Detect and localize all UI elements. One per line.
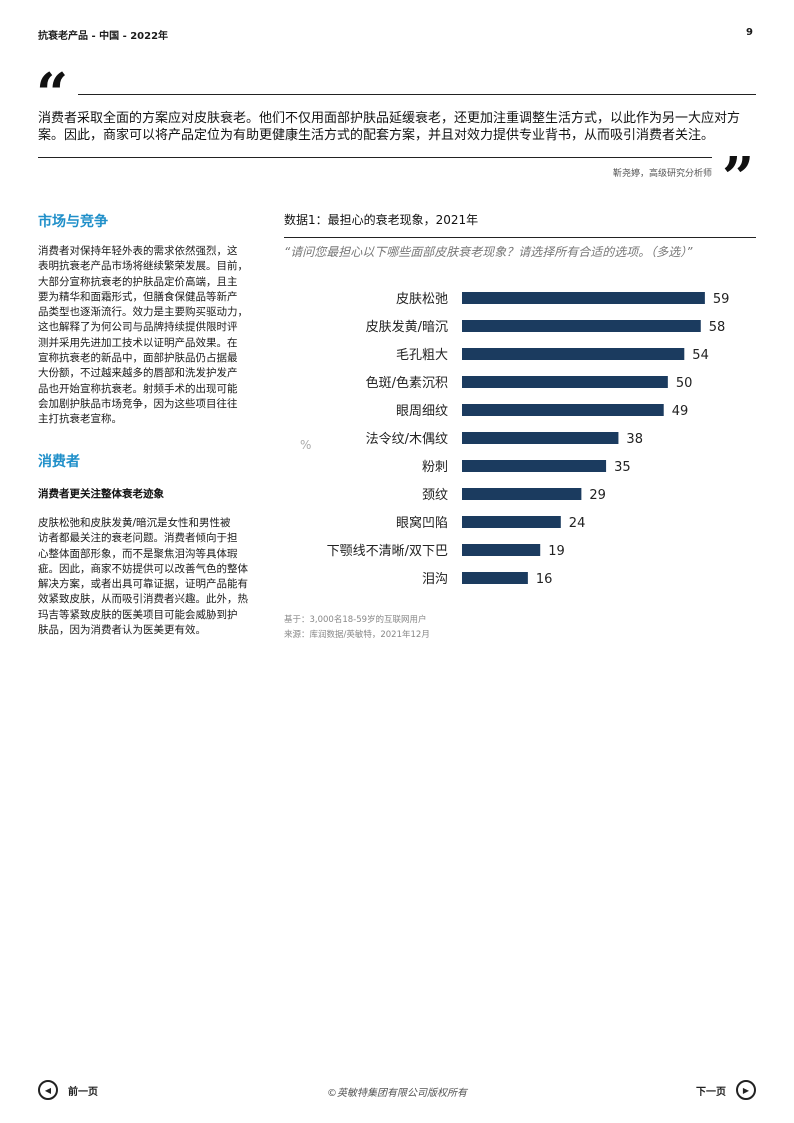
triangle-left-icon[interactable]: ◀ [38,1080,58,1100]
value-label: 54 [692,348,709,363]
value-label: 38 [626,432,643,447]
bar-chart: 皮肤松弛 59 皮肤发黄/暗沉 58 毛孔粗大 54 色斑/色素沉积 50 眼周细纹 49 法令纹/… [327,292,730,587]
body-line: 解决方案，或者出具可靠证据，证明产品能有 [38,578,248,591]
bar [462,516,561,528]
body-line: 测并采用先进加工技术以证明产品效果。在 [38,336,238,349]
value-label: 50 [676,376,693,391]
prev-page-link[interactable]: ◀ 前一页 [38,1080,98,1100]
category-label: 泪沟 [422,572,448,587]
bar [462,432,619,444]
bar [462,292,705,304]
pull-quote-line: 消费者采取全面的方案应对皮肤衰老。他们不仅用面部护肤品延缓衰老，还更加注重调整生… [38,111,741,126]
body-line: 消费者对保持年轻外表的需求依然强烈，这 [38,245,238,257]
next-page-link[interactable]: 下一页 ▶ [696,1080,756,1100]
subsection-title: 消费者更关注整体衰老迹象 [38,488,164,500]
pull-quote: 消费者采取全面的方案应对皮肤衰老。他们不仅用面部护肤品延缓衰老，还更加注重调整生… [38,110,758,144]
body-line: 会加剧护肤品市场竞争，因为这些项目往往 [38,397,238,410]
value-label: 59 [713,292,730,307]
category-label: 粉刺 [422,460,448,475]
body-line: 效紧致皮肤，从而吸引消费者兴趣。此外，热 [38,593,248,606]
bar [462,572,528,584]
page-number: 9 [746,27,753,38]
body-line: 宣称抗衰老的新品中，面部护肤品仍占据最 [38,352,238,365]
pull-quote-line: 案。因此，商家可以将产品定位为有助更健康生活方式的配套方案，并且对效力提供专业背… [38,128,715,143]
quote-author: 靳尧婷，高级研究分析师 [612,169,712,179]
close-quote-icon: ” [722,145,755,211]
body-line: 主打抗衰老宣称。 [38,413,122,426]
value-label: 19 [548,544,565,559]
bar [462,460,607,472]
prev-page-label[interactable]: 前一页 [68,1086,98,1098]
body-line: 皮肤松弛和皮肤发黄/暗沉是女性和男性被 [38,517,231,529]
open-quote-icon: “ [36,61,69,127]
quote-top-rule [78,94,756,95]
body-line: 要为精华和面霜形式，但膳食保健品等新产 [38,290,238,303]
category-label: 眼周细纹 [396,404,448,419]
value-label: 29 [589,488,606,503]
chart-unit: % [300,438,312,452]
section-title-consumer: 消费者 [38,454,80,470]
category-label: 皮肤松弛 [396,292,448,307]
category-label: 毛孔粗大 [396,348,448,363]
body-line: 心整体面部形象，而不是聚焦泪沟等具体瑕 [38,547,238,560]
category-label: 颈纹 [422,488,448,503]
market-body-text: 消费者对保持年轻外表的需求依然强烈，这 表明抗衰老产品市场将继续繁荣发展。目前， 大… [38,244,270,428]
chart-base-note: 基于：3,000名18-59岁的互联网用户 [284,615,427,625]
next-page-label[interactable]: 下一页 [696,1086,726,1098]
chart-source-note: 来源：库润数据/英敏特，2021年12月 [284,630,430,640]
category-label: 下颚线不清晰/双下巴 [327,544,448,559]
copyright: ©英敏特集团有限公司版权所有 [327,1088,467,1099]
body-line: 疵。因此，商家不妨提供可以改善气色的整体 [38,562,248,575]
chart-title: 数据1：最担心的衰老现象，2021年 [284,213,479,227]
category-label: 眼窝凹陷 [396,515,448,531]
body-line: 品也开始宣称抗衰老。射频手术的出现可能 [38,382,238,395]
value-label: 24 [569,516,586,531]
bar [462,320,701,332]
category-label: 皮肤发黄/暗沉 [366,319,448,335]
body-line: 品类型也逐渐流行。效力是主要购买驱动力， [38,306,248,319]
body-line: 大份额，不过越来越多的唇部和洗发护发产 [38,367,238,380]
bar [462,376,668,388]
bar [462,404,664,416]
value-label: 16 [536,572,553,587]
value-label: 35 [614,460,631,475]
body-line: 访者都最关注的衰老问题。消费者倾向于担 [38,532,238,545]
body-line: 这也解释了为何公司与品牌持续提供限时评 [38,321,238,334]
triangle-right-icon[interactable]: ▶ [736,1080,756,1100]
quote-bottom-rule [38,157,712,158]
category-label: 法令纹/木偶纹 [366,432,448,447]
chart-title-rule [284,237,756,238]
body-line: 肤品，因为消费者认为医美更有效。 [38,624,206,637]
category-label: 色斑/色素沉积 [366,375,448,391]
value-label: 49 [672,404,689,419]
bar [462,488,582,500]
bar [462,348,685,360]
section-title-market: 市场与竞争 [38,214,108,230]
body-line: 玛吉等紧致皮肤的医美项目可能会威胁到护 [38,608,238,621]
consumer-body-text: 皮肤松弛和皮肤发黄/暗沉是女性和男性被 访者都最关注的衰老问题。消费者倾向于担 心整… [38,516,270,638]
chart-question: “请问您最担心以下哪些面部皮肤衰老现象？请选择所有合适的选项。（多选）” [284,245,693,259]
value-label: 58 [709,320,726,335]
body-line: 大部分宣称抗衰老的护肤品定价高端，且主 [38,275,238,288]
running-header: 抗衰老产品 - 中国 - 2022年 [38,31,169,42]
chart-note: 基于：3,000名18-59岁的互联网用户 来源：库润数据/英敏特，2021年1… [284,613,430,643]
body-line: 表明抗衰老产品市场将继续繁荣发展。目前， [38,260,248,273]
bar [462,544,541,556]
